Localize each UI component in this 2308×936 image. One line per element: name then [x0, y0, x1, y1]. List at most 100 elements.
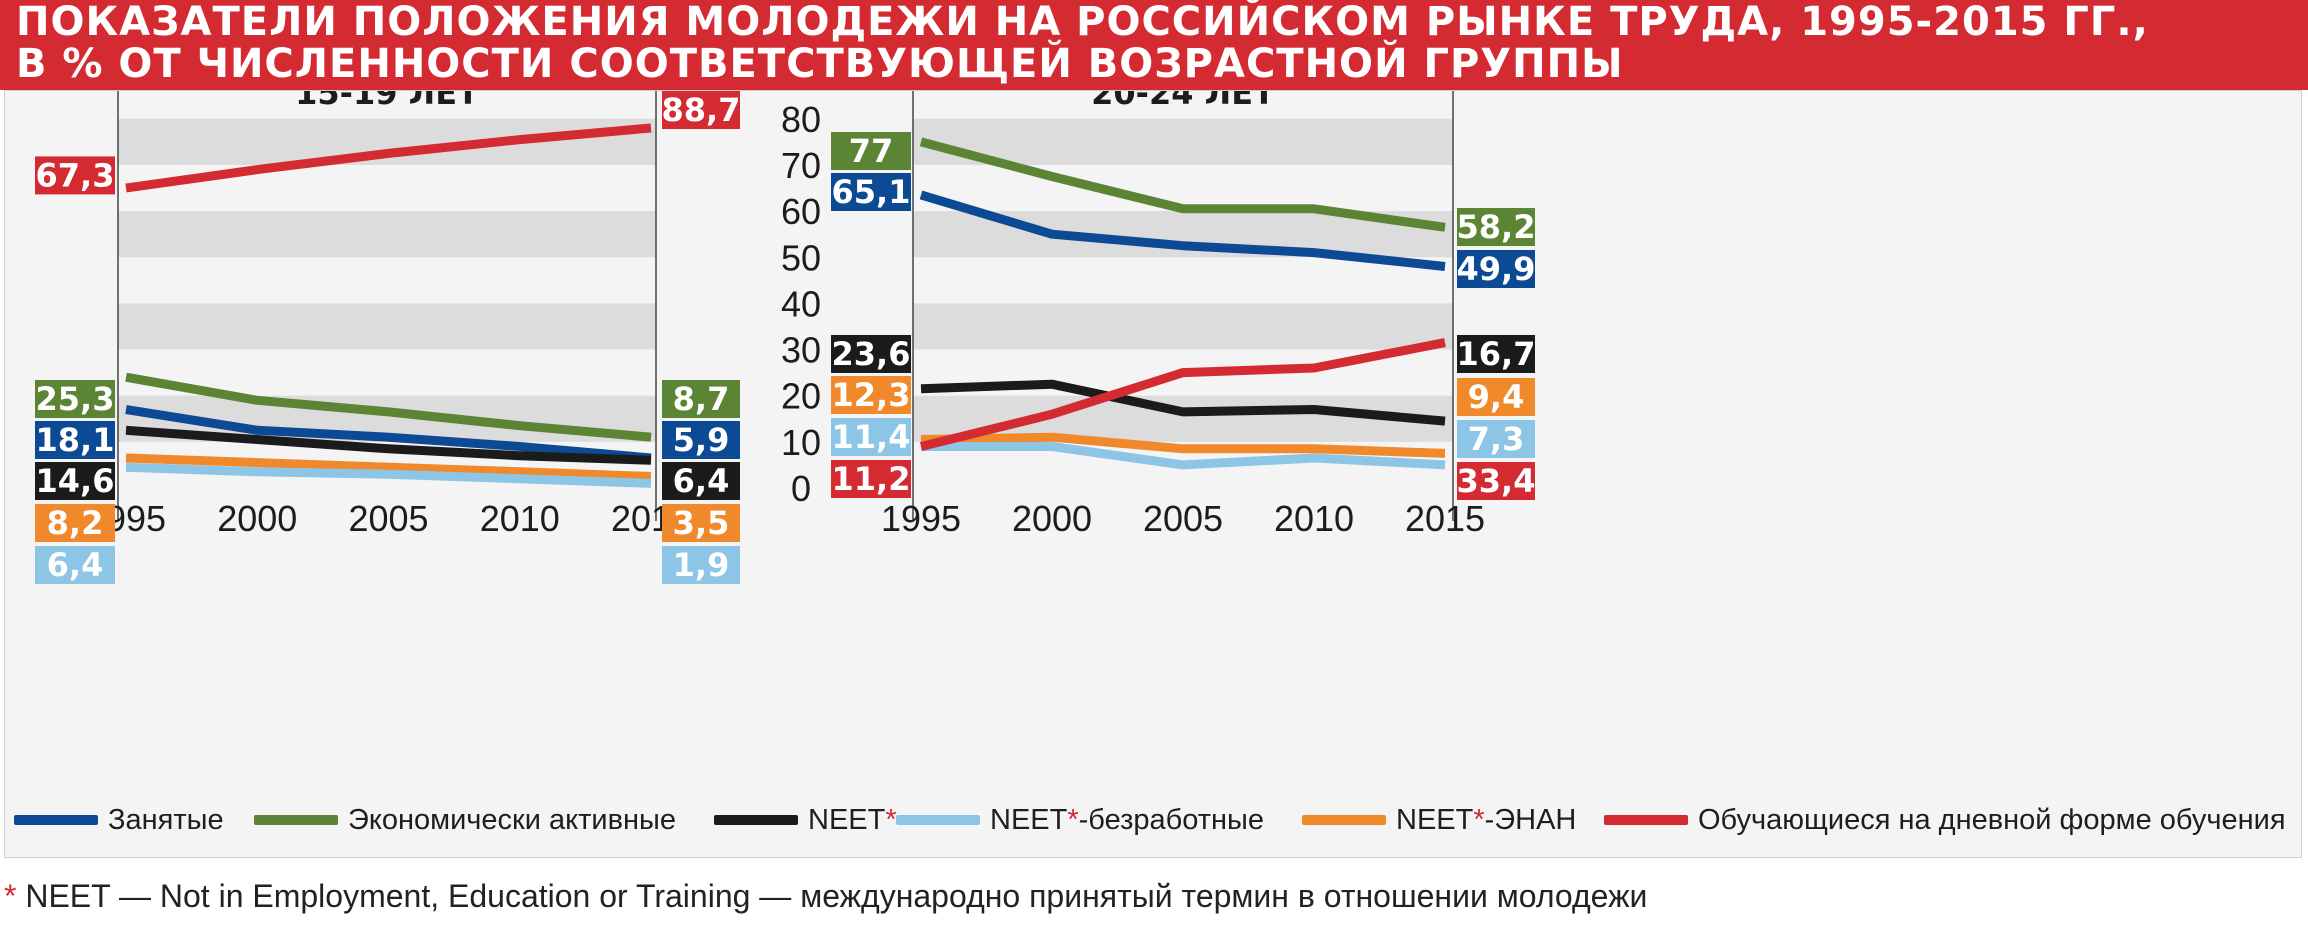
- series-line-students: [919, 338, 1446, 451]
- end-label-neet_unemployed-box: [1457, 420, 1535, 458]
- x-tick-label: 2010: [1274, 498, 1354, 539]
- series-line-students: [125, 123, 652, 193]
- legend-swatch: [896, 815, 980, 825]
- end-label-active-box: [662, 380, 740, 418]
- start-label-active-box: [831, 132, 911, 170]
- end-label-neet_unemployed-box: [662, 546, 740, 584]
- series-line-neet_inactive: [125, 453, 652, 481]
- x-tick-label: 2000: [1012, 498, 1092, 539]
- series-line-employed: [125, 405, 652, 463]
- y-tick-label: 70: [781, 145, 821, 186]
- series-line-neet_unemployed: [921, 442, 1446, 470]
- end-label-active-box: [1457, 208, 1535, 246]
- start-label-neet_inactive-box: [35, 504, 115, 542]
- start-label-employed: 18,1: [36, 421, 115, 459]
- start-label-employed: 65,1: [832, 173, 911, 211]
- legend-swatch: [254, 815, 338, 825]
- grid-band: [913, 303, 1453, 350]
- grid-band: [118, 303, 656, 350]
- series-line-neet: [125, 425, 652, 465]
- start-label-students-box: [831, 460, 911, 498]
- start-label-active-box: [35, 380, 115, 418]
- legend-star: *: [1067, 803, 1079, 836]
- end-label-neet_inactive-box: [1457, 378, 1535, 416]
- x-tick-label: 2015: [1405, 498, 1485, 539]
- series-line-active: [125, 372, 652, 442]
- y-tick-label: 10: [781, 422, 821, 463]
- footnote-text: NEET — Not in Employment, Education or T…: [16, 878, 1648, 914]
- end-label-employed: 49,9: [1457, 250, 1536, 288]
- legend-suffix: -ЭНАН: [1484, 803, 1577, 836]
- legend-label: Экономически активные: [348, 803, 676, 836]
- legend-swatch: [1302, 815, 1386, 825]
- start-label-neet_inactive: 12,3: [832, 376, 911, 414]
- panel-title: 20-24 ЛЕТ: [1091, 91, 1275, 112]
- chart-title-line-2: В % ОТ ЧИСЛЕННОСТИ СООТВЕТСТВУЮЩЕЙ ВОЗРА…: [16, 41, 1624, 87]
- series-line-neet: [920, 379, 1446, 426]
- end-label-neet_unemployed: 1,9: [673, 546, 730, 584]
- end-label-neet_inactive: 9,4: [1468, 378, 1525, 416]
- start-label-employed-box: [831, 173, 911, 211]
- legend-label: NEET: [808, 803, 886, 836]
- start-label-neet-box: [831, 335, 911, 373]
- footnote-star: *: [4, 878, 17, 914]
- start-label-students: 67,3: [36, 156, 115, 194]
- panel-2: 20-24 ЛЕТ 1995 2000 2005 2010 2015 0 10 20 30 40 50…: [781, 91, 1536, 539]
- legend-item-employed: Занятые: [14, 802, 224, 838]
- start-label-employed-box: [35, 421, 115, 459]
- end-label-employed-box: [1457, 250, 1535, 288]
- start-label-students: 11,2: [832, 460, 911, 498]
- legend-swatch: [14, 815, 98, 825]
- y-tick-label: 30: [781, 330, 821, 371]
- start-label-neet_unemployed: 11,4: [832, 418, 911, 456]
- legend-swatch: [1604, 815, 1688, 825]
- y-tick-label: 0: [791, 468, 811, 509]
- start-label-students-box: [35, 156, 115, 195]
- end-label-employed-box: [662, 421, 740, 459]
- end-label-students-box: [662, 91, 740, 129]
- legend-label: Обучающиеся на дневной форме обучения: [1698, 803, 2286, 836]
- legend-label: NEET: [1396, 803, 1474, 836]
- start-label-neet_inactive: 8,2: [47, 504, 104, 542]
- y-tick-label: 20: [781, 376, 821, 417]
- series-line-employed: [919, 190, 1446, 271]
- legend-swatch: [714, 815, 798, 825]
- legend-star: *: [885, 803, 897, 836]
- legend-label: NEET: [990, 803, 1068, 836]
- grid-band: [913, 118, 1453, 165]
- legend-suffix: -безработные: [1078, 803, 1264, 836]
- end-label-neet: 6,4: [673, 462, 730, 500]
- end-label-neet_inactive: 3,5: [673, 504, 730, 542]
- start-label-neet_unemployed-box: [35, 546, 115, 584]
- end-label-neet_unemployed: 7,3: [1468, 420, 1525, 458]
- end-label-active: 8,7: [673, 380, 730, 418]
- grid-band: [118, 211, 656, 258]
- start-label-neet: 14,6: [36, 462, 115, 500]
- end-label-students-box: [1457, 462, 1535, 500]
- y-tick-label: 60: [781, 191, 821, 232]
- x-tick-label: 1995: [881, 498, 961, 539]
- end-label-neet-box: [662, 462, 740, 500]
- start-label-neet_unemployed: 6,4: [47, 546, 104, 584]
- legend-label: Занятые: [108, 803, 224, 836]
- legend-item-neet: NEET *: [714, 802, 897, 838]
- series-line-active: [919, 137, 1446, 232]
- y-tick-label: 40: [781, 283, 821, 324]
- y-tick-label: 50: [781, 237, 821, 278]
- start-label-neet-box: [35, 462, 115, 500]
- y-tick-label: 80: [781, 99, 821, 140]
- start-label-neet: 23,6: [832, 335, 911, 373]
- legend-item-students: Обучающиеся на дневной форме обучения: [1604, 802, 2286, 838]
- x-tick-label: 2005: [348, 498, 428, 539]
- legend-star: *: [1473, 803, 1485, 836]
- start-label-neet_unemployed-box: [831, 418, 911, 456]
- start-label-active: 25,3: [36, 380, 115, 418]
- footnote: * NEET — Not in Employment, Education or…: [4, 878, 1647, 915]
- x-tick-label: 2010: [480, 498, 560, 539]
- legend-item-neet-inactive: NEET * -ЭНАН: [1302, 802, 1576, 838]
- start-label-active: 77: [849, 132, 894, 170]
- end-label-active: 58,2: [1457, 208, 1536, 246]
- end-label-employed: 5,9: [673, 421, 730, 459]
